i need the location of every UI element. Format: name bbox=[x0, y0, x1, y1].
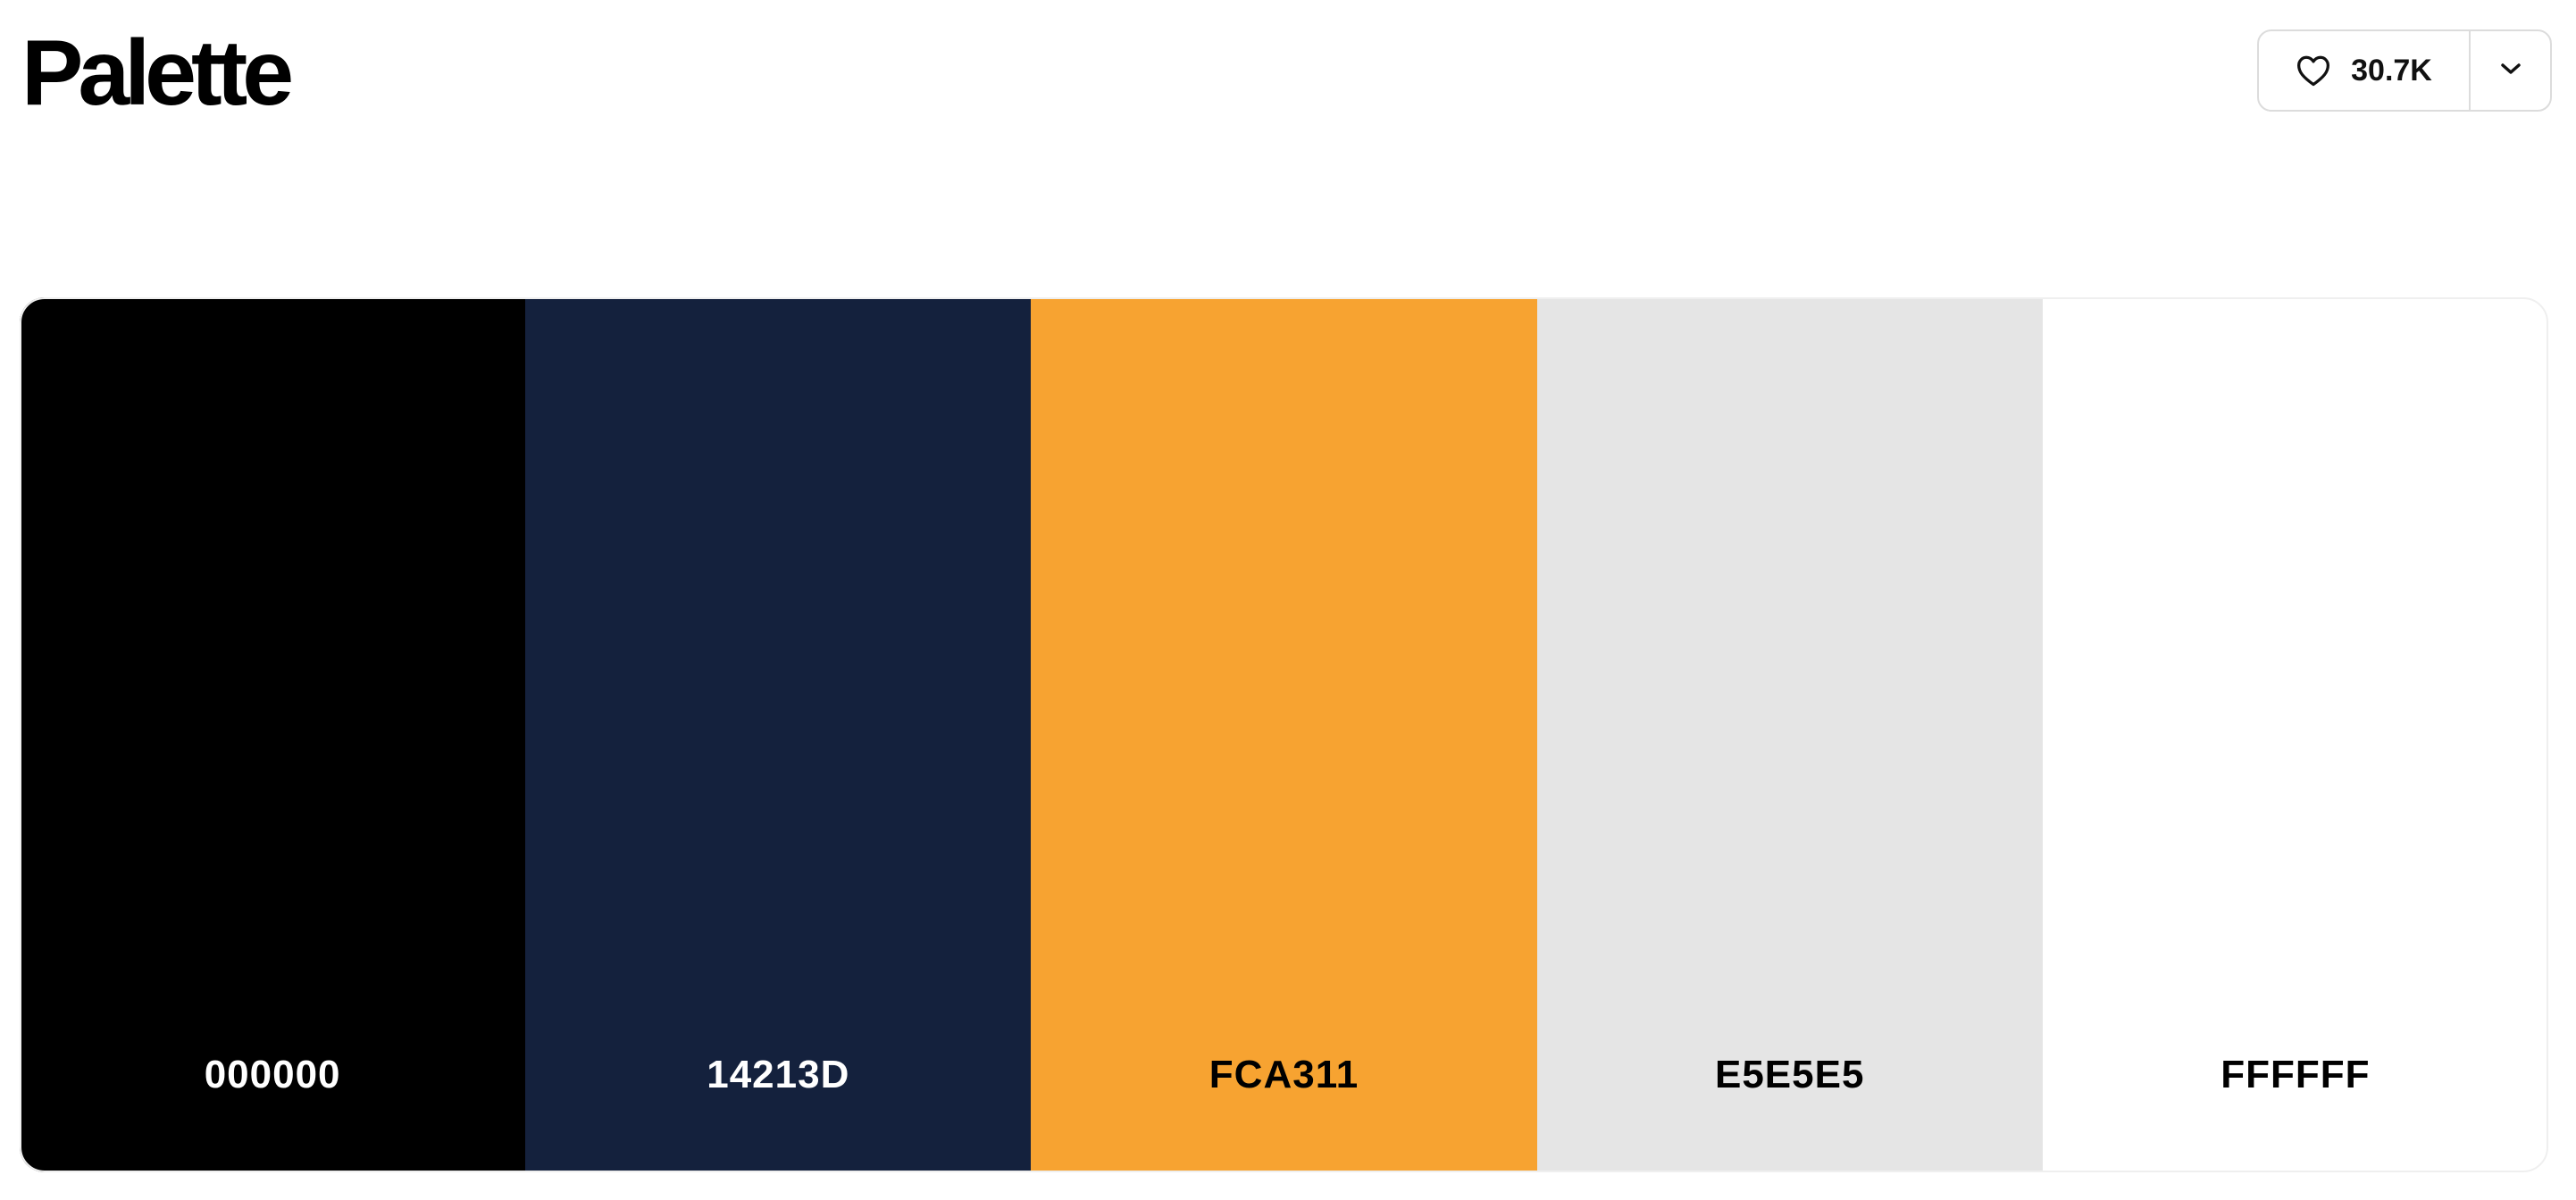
swatch-hex-code: FFFFFF bbox=[2221, 1053, 2371, 1096]
swatch-hex-code: 000000 bbox=[204, 1053, 341, 1096]
color-swatch[interactable]: 14213D bbox=[525, 297, 1032, 1172]
palette-actions: 30.7K bbox=[2257, 29, 2552, 112]
swatch-hex-code: FCA311 bbox=[1209, 1053, 1359, 1096]
color-swatch[interactable]: E5E5E5 bbox=[1536, 297, 2043, 1172]
color-swatch[interactable]: 000000 bbox=[20, 297, 526, 1172]
like-button[interactable]: 30.7K bbox=[2259, 31, 2471, 110]
more-options-button[interactable] bbox=[2471, 31, 2550, 110]
like-count: 30.7K bbox=[2351, 53, 2432, 88]
swatch-hex-code: 14213D bbox=[707, 1053, 850, 1096]
chevron-down-icon bbox=[2499, 62, 2522, 80]
swatch-hex-code: E5E5E5 bbox=[1714, 1053, 1865, 1096]
page-title: Palette bbox=[21, 21, 294, 125]
color-palette: 000000 14213D FCA311 E5E5E5 FFFFFF bbox=[20, 297, 2548, 1172]
color-swatch[interactable]: FCA311 bbox=[1031, 297, 1537, 1172]
heart-icon bbox=[2296, 54, 2331, 87]
color-swatch[interactable]: FFFFFF bbox=[2042, 297, 2548, 1172]
